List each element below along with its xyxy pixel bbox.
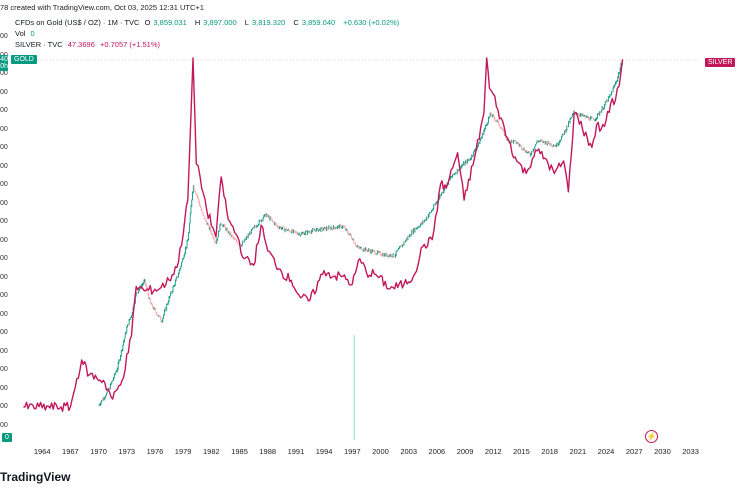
chart-source-line: 78 created with TradingView.com, Oct 03,… <box>0 3 204 12</box>
gold-close: C 3,859.040 <box>293 18 336 27</box>
x-tick-label: 1976 <box>146 447 164 456</box>
y-tick-label: 00 <box>0 292 8 299</box>
tradingview-logo: TradingView <box>0 470 71 484</box>
x-tick-label: 2006 <box>428 447 446 456</box>
y-tick-label: 00 <box>0 255 8 262</box>
gold-series <box>98 60 623 406</box>
silver-series-badge: SILVER <box>705 58 736 67</box>
x-tick-label: 2015 <box>513 447 530 456</box>
y-tick-label: 00 <box>0 107 8 114</box>
y-tick-label: 00 <box>0 125 8 133</box>
y-tick-label: 00 <box>0 403 8 410</box>
silver-change: +0.7057 (+1.51%) <box>99 40 161 49</box>
y-tick-label: 00 <box>0 384 8 392</box>
x-tick-label: 1970 <box>90 447 107 456</box>
x-tick-label: 2012 <box>484 447 502 456</box>
gold-legend-row[interactable]: CFDs on Gold (US$ / OZ) · 1M · TVC O 3,85… <box>15 18 402 27</box>
y-tick-label: 00 <box>0 273 8 281</box>
y-tick-label: 00 <box>0 88 8 96</box>
gold-price-badge: 40 0h <box>0 55 8 71</box>
y-tick-label: 00 <box>0 218 8 225</box>
x-tick-label: 2030 <box>654 447 671 456</box>
x-tick-label: 1982 <box>202 447 220 456</box>
y-tick-label: 00 <box>0 70 8 77</box>
x-tick-label: 2018 <box>541 447 558 456</box>
gold-high: H 3,897.000 <box>194 18 237 27</box>
volume-legend-row[interactable]: Vol 0 <box>15 29 38 38</box>
gold-change: +0.630 (+0.02%) <box>343 18 400 27</box>
silver-symbol-label: SILVER · TVC <box>15 40 63 49</box>
lightning-icon[interactable]: ⚡ <box>645 430 658 443</box>
x-tick-label: 1994 <box>315 447 333 456</box>
volume-zero-badge: 0 <box>2 433 12 442</box>
x-tick-label: 1988 <box>259 447 277 456</box>
silver-value: 47.3696 <box>67 40 95 49</box>
x-tick-label: 2003 <box>400 447 418 456</box>
volume-label: Vol <box>15 29 26 38</box>
x-tick-label: 1964 <box>33 447 51 456</box>
x-tick-label: 1997 <box>343 447 361 456</box>
x-tick-label: 2024 <box>597 447 615 456</box>
y-tick-label: 00 <box>0 144 8 151</box>
x-tick-label: 2021 <box>569 447 587 456</box>
gold-low: L 3,819.320 <box>244 18 286 27</box>
volume-value: 0 <box>30 29 35 38</box>
y-tick-label: 00 <box>0 181 8 188</box>
x-tick-label: 1985 <box>231 447 248 456</box>
silver-line <box>23 57 624 412</box>
x-tick-label: 1991 <box>287 447 305 456</box>
y-tick-label: 00 <box>0 421 8 429</box>
x-tick-label: 2000 <box>372 447 389 456</box>
silver-legend-row[interactable]: SILVER · TVC 47.3696 +0.7057 (+1.51%) <box>15 40 163 49</box>
x-tick-label: 1979 <box>174 447 192 456</box>
y-tick-label: 00 <box>0 199 8 207</box>
y-tick-label: 00 <box>0 33 8 40</box>
x-tick-label: 1973 <box>118 447 136 456</box>
gold-series-badge: GOLD <box>11 55 37 64</box>
y-tick-label: 00 <box>0 347 8 355</box>
y-tick-label: 00 <box>0 329 8 336</box>
y-tick-label: 00 <box>0 310 8 318</box>
x-tick-label: 2033 <box>682 447 699 456</box>
x-tick-label: 1967 <box>62 447 79 456</box>
gold-open: O 3,859.031 <box>144 18 187 27</box>
y-tick-label: 00 <box>0 366 8 373</box>
x-tick-label: 2027 <box>625 447 643 456</box>
gold-symbol-label: CFDs on Gold (US$ / OZ) · 1M · TVC <box>15 18 140 27</box>
x-tick-label: 2009 <box>456 447 474 456</box>
y-tick-label: 00 <box>0 162 8 170</box>
y-tick-label: 00 <box>0 236 8 244</box>
